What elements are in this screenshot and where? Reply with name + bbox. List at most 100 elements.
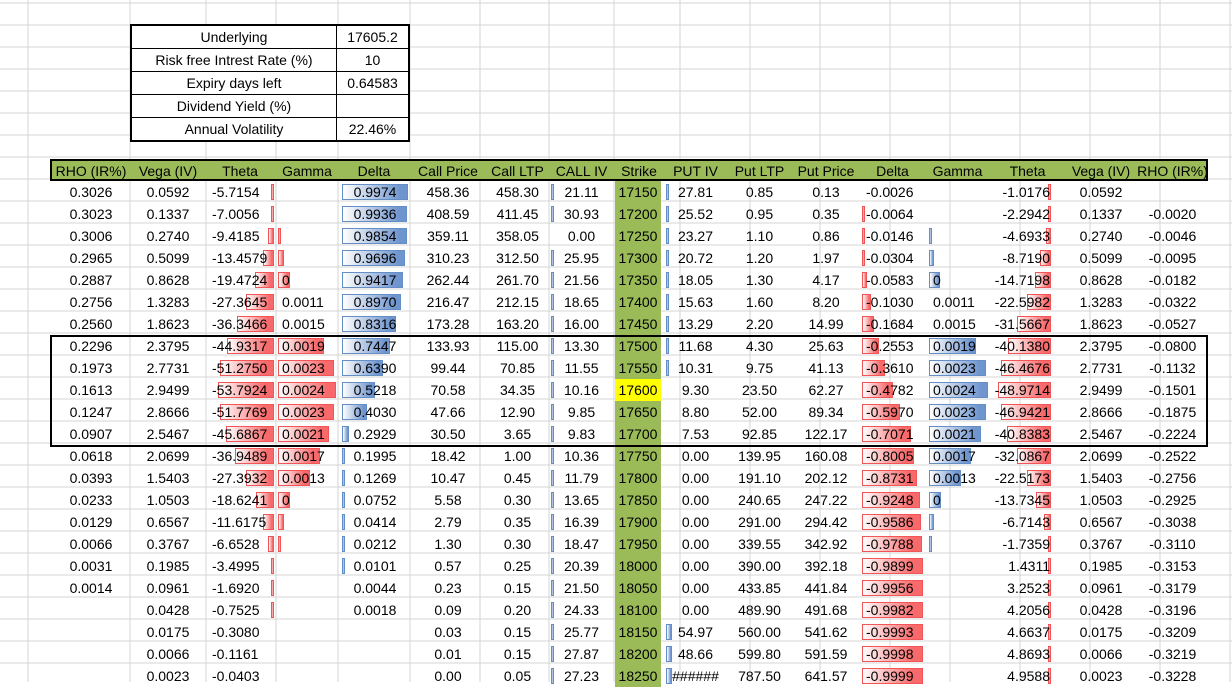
strike-cell[interactable]: 17800 [615, 467, 661, 489]
theta-p-cell[interactable]: 4.2056 [990, 599, 1053, 621]
gamma-c-cell[interactable] [276, 577, 338, 599]
call-price-cell[interactable]: 18.42 [410, 445, 486, 467]
rho-p-cell[interactable]: -0.0020 [1137, 203, 1208, 225]
put-price-cell[interactable]: 294.42 [792, 511, 860, 533]
put-iv-cell[interactable]: 0.00 [664, 467, 727, 489]
delta-c-cell[interactable]: 0.9974 [340, 181, 410, 203]
info-label[interactable]: Risk free Intrest Rate (%) [130, 48, 337, 72]
call-price-cell[interactable]: 0.57 [410, 555, 486, 577]
call-iv-cell[interactable]: 9.85 [549, 401, 614, 423]
call-price-cell[interactable]: 5.58 [410, 489, 486, 511]
vega-p-cell[interactable]: 0.6567 [1065, 511, 1137, 533]
put-price-cell[interactable]: 591.59 [792, 643, 860, 665]
rho-p-cell[interactable] [1137, 181, 1208, 203]
strike-cell[interactable]: 17150 [615, 181, 661, 203]
call-price-cell[interactable]: 10.47 [410, 467, 486, 489]
vega-p-cell[interactable]: 0.3767 [1065, 533, 1137, 555]
call-iv-cell[interactable]: 18.47 [549, 533, 614, 555]
put-iv-cell[interactable]: 20.72 [664, 247, 727, 269]
theta-c-cell[interactable]: -18.6241 [206, 489, 276, 511]
delta-c-cell[interactable]: 0.8970 [340, 291, 410, 313]
gamma-c-cell[interactable] [276, 225, 338, 247]
call-ltp-cell[interactable]: 12.90 [486, 401, 549, 423]
put-ltp-cell[interactable]: 291.00 [727, 511, 792, 533]
rho-p-cell[interactable]: -0.3219 [1137, 643, 1208, 665]
gamma-p-cell[interactable]: 0.0015 [927, 313, 990, 335]
rho-p-cell[interactable]: -0.3209 [1137, 621, 1208, 643]
column-header[interactable]: Call LTP [491, 163, 544, 179]
call-price-cell[interactable]: 0.03 [410, 621, 486, 643]
put-iv-cell[interactable]: 11.68 [664, 335, 727, 357]
vega-p-cell[interactable]: 0.1985 [1065, 555, 1137, 577]
put-iv-cell[interactable]: 8.80 [664, 401, 727, 423]
vega-p-cell[interactable]: 0.0592 [1065, 181, 1137, 203]
call-ltp-cell[interactable]: 458.30 [486, 181, 549, 203]
theta-c-cell[interactable]: -13.4579 [206, 247, 276, 269]
delta-p-cell[interactable]: -0.9899 [860, 555, 925, 577]
delta-p-cell[interactable]: -0.0026 [860, 181, 925, 203]
put-price-cell[interactable]: 541.62 [792, 621, 860, 643]
call-price-cell[interactable]: 1.30 [410, 533, 486, 555]
strike-cell[interactable]: 17900 [615, 511, 661, 533]
gamma-c-cell[interactable] [276, 511, 338, 533]
call-price-cell[interactable]: 310.23 [410, 247, 486, 269]
put-price-cell[interactable]: 392.18 [792, 555, 860, 577]
delta-c-cell[interactable] [340, 665, 410, 687]
delta-p-cell[interactable]: -0.2553 [860, 335, 925, 357]
vega-c-cell[interactable]: 0.3767 [132, 533, 204, 555]
theta-c-cell[interactable]: -19.4724 [206, 269, 276, 291]
call-ltp-cell[interactable]: 34.35 [486, 379, 549, 401]
call-iv-cell[interactable]: 25.77 [549, 621, 614, 643]
delta-p-cell[interactable]: -0.9788 [860, 533, 925, 555]
rho-c-cell[interactable]: 0.0393 [50, 467, 132, 489]
put-price-cell[interactable]: 342.92 [792, 533, 860, 555]
call-ltp-cell[interactable]: 115.00 [486, 335, 549, 357]
vega-c-cell[interactable]: 2.3795 [132, 335, 204, 357]
put-ltp-cell[interactable]: 560.00 [727, 621, 792, 643]
put-iv-cell[interactable]: 0.00 [664, 555, 727, 577]
strike-cell[interactable]: 17300 [615, 247, 661, 269]
call-iv-cell[interactable]: 0.00 [549, 225, 614, 247]
put-price-cell[interactable]: 491.68 [792, 599, 860, 621]
rho-c-cell[interactable]: 0.2887 [50, 269, 132, 291]
put-ltp-cell[interactable]: 1.10 [727, 225, 792, 247]
vega-p-cell[interactable]: 2.7731 [1065, 357, 1137, 379]
delta-p-cell[interactable]: -0.5970 [860, 401, 925, 423]
column-header[interactable]: Theta [222, 163, 258, 179]
rho-p-cell[interactable]: -0.2522 [1137, 445, 1208, 467]
put-ltp-cell[interactable]: 0.85 [727, 181, 792, 203]
delta-p-cell[interactable]: -0.3610 [860, 357, 925, 379]
call-ltp-cell[interactable]: 0.35 [486, 511, 549, 533]
gamma-p-cell[interactable]: 0 [927, 269, 990, 291]
theta-c-cell[interactable]: -7.0056 [206, 203, 276, 225]
delta-p-cell[interactable]: -0.9998 [860, 643, 925, 665]
info-label[interactable]: Dividend Yield (%) [130, 94, 337, 118]
column-header[interactable]: RHO (IR%) [55, 163, 127, 179]
rho-p-cell[interactable]: -0.0182 [1137, 269, 1208, 291]
rho-c-cell[interactable]: 0.2756 [50, 291, 132, 313]
delta-p-cell[interactable]: -0.8731 [860, 467, 925, 489]
delta-c-cell[interactable]: 0.5218 [340, 379, 410, 401]
delta-p-cell[interactable]: -0.4782 [860, 379, 925, 401]
call-ltp-cell[interactable]: 0.05 [486, 665, 549, 687]
rho-p-cell[interactable]: -0.2925 [1137, 489, 1208, 511]
put-iv-cell[interactable]: 0.00 [664, 445, 727, 467]
gamma-p-cell[interactable] [927, 225, 990, 247]
vega-p-cell[interactable]: 0.0961 [1065, 577, 1137, 599]
gamma-c-cell[interactable]: 0.0013 [276, 467, 338, 489]
theta-c-cell[interactable]: -51.2750 [206, 357, 276, 379]
put-ltp-cell[interactable]: 4.30 [727, 335, 792, 357]
vega-c-cell[interactable]: 2.0699 [132, 445, 204, 467]
rho-p-cell[interactable]: -0.2756 [1137, 467, 1208, 489]
put-ltp-cell[interactable]: 9.75 [727, 357, 792, 379]
delta-c-cell[interactable]: 0.7447 [340, 335, 410, 357]
put-ltp-cell[interactable]: 787.50 [727, 665, 792, 687]
put-ltp-cell[interactable]: 139.95 [727, 445, 792, 467]
vega-c-cell[interactable]: 0.0175 [132, 621, 204, 643]
vega-p-cell[interactable]: 0.2740 [1065, 225, 1137, 247]
call-ltp-cell[interactable]: 312.50 [486, 247, 549, 269]
put-iv-cell[interactable]: 0.00 [664, 511, 727, 533]
strike-cell[interactable]: 17650 [615, 401, 661, 423]
put-price-cell[interactable]: 0.86 [792, 225, 860, 247]
delta-p-cell[interactable]: -0.8005 [860, 445, 925, 467]
